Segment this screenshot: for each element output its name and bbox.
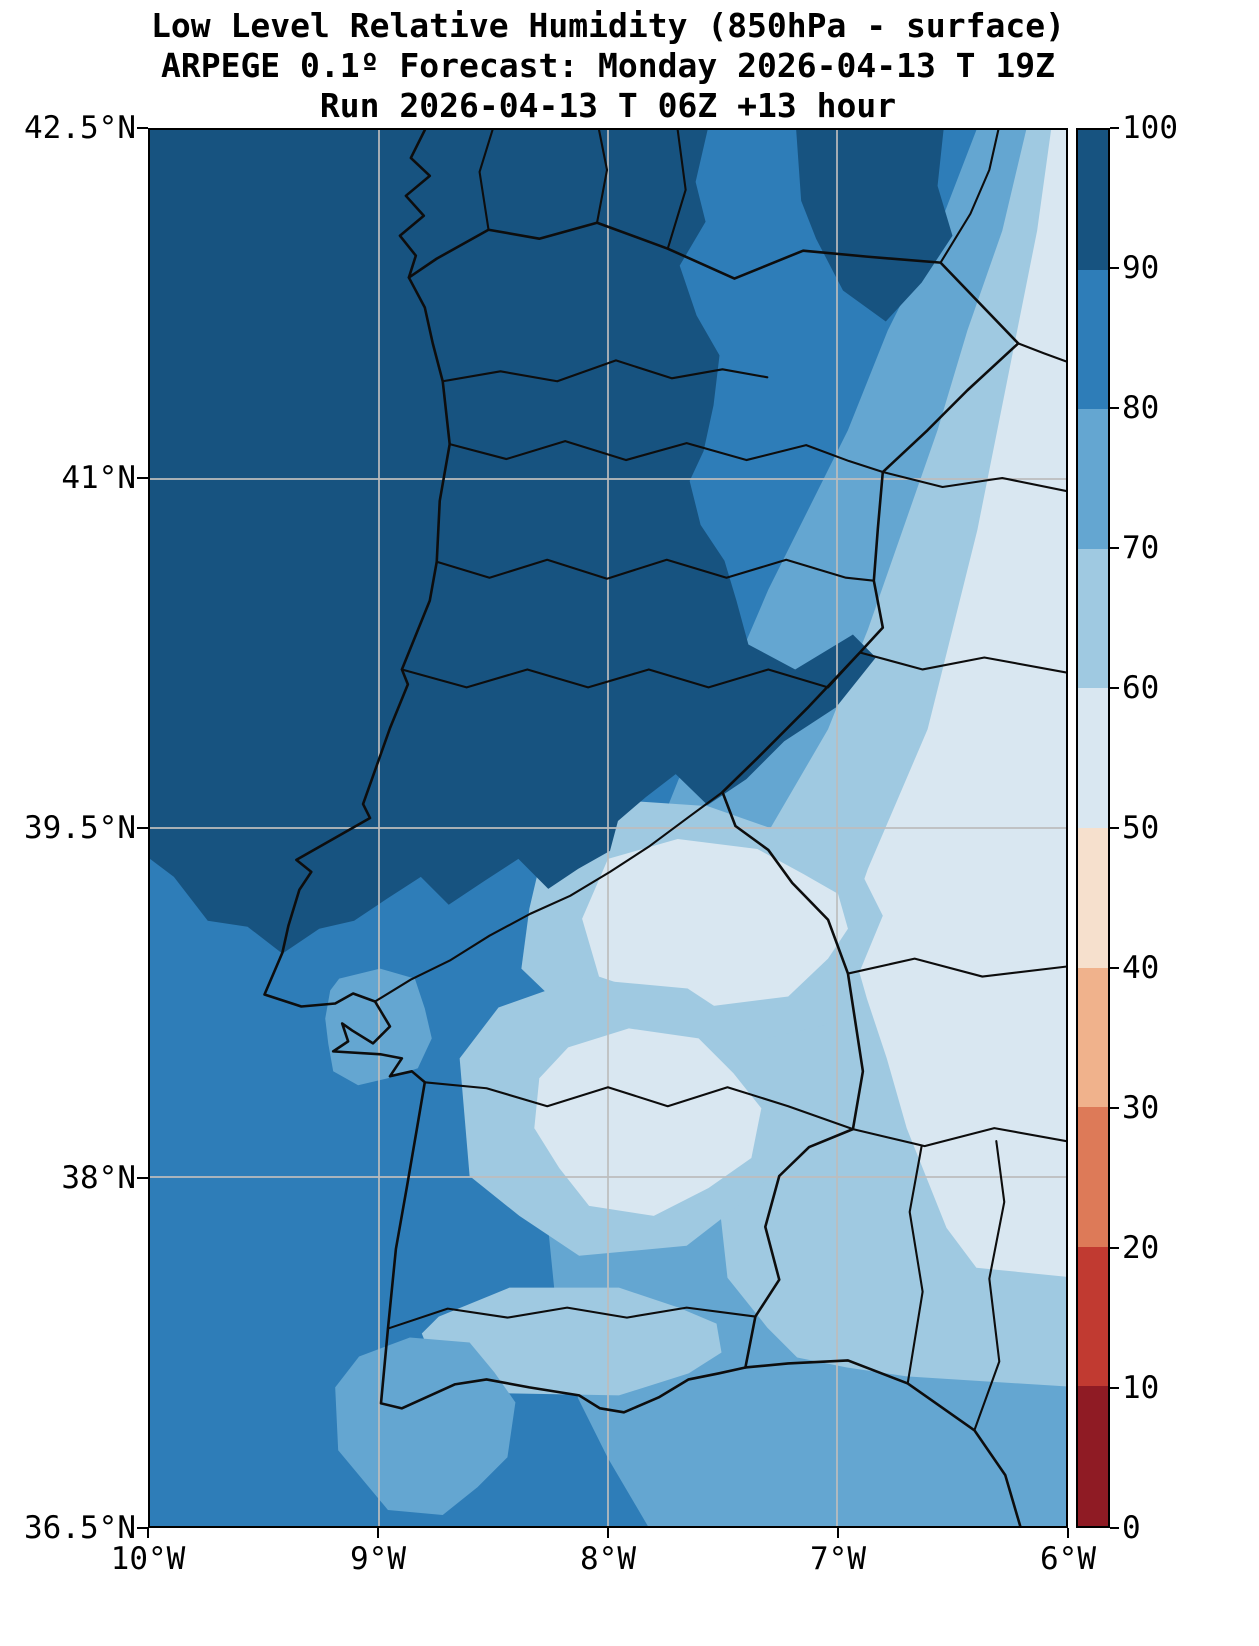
title-line-2: ARPEGE 0.1º Forecast: Monday 2026-04-13 … [160,46,1056,85]
province-boundary-spain-1 [939,130,1000,264]
y-tick-mark [137,127,148,129]
colorbar-segment [1078,548,1108,689]
province-boundary-spain-5 [846,957,1066,978]
y-tick-label: 38°N [61,1160,136,1196]
rh-90-100-north-patch [796,130,953,322]
colorbar-tick-label: 0 [1122,1510,1141,1546]
colorbar-segment [1078,269,1108,410]
colorbar-tick-mark [1110,1107,1119,1109]
humidity-contour-map [150,130,1066,1526]
colorbar-tick-mark [1110,827,1119,829]
colorbar-tick-label: 80 [1122,390,1160,426]
colorbar-tick-label: 100 [1122,110,1178,146]
x-tick-mark [607,1528,609,1538]
province-boundary-spain-3 [881,470,1066,493]
district-boundary-minho [441,359,769,383]
colorbar-tick-mark [1110,1387,1119,1389]
y-tick-label: 39.5°N [24,810,136,846]
colorbar-tick-label: 20 [1122,1230,1160,1266]
province-boundary-huelva [906,1145,924,1385]
rh-90-100-region [150,130,876,954]
district-boundary-tejo [373,791,724,1003]
y-tick-mark [137,1177,148,1179]
colorbar-segment [1078,1386,1108,1526]
colorbar-tick-label: 10 [1122,1370,1160,1406]
province-boundary-galicia-1 [478,130,494,231]
colorbar-segment [1078,130,1108,270]
colorbar-segment [1078,967,1108,1108]
colorbar-tick-mark [1110,127,1119,129]
colorbar-tick-label: 50 [1122,810,1160,846]
x-tick-mark [147,1528,149,1538]
title-line-3: Run 2026-04-13 T 06Z +13 hour [319,86,897,125]
colorbar-tick-mark [1110,1247,1119,1249]
province-boundary-spain-2 [1017,342,1066,363]
colorbar-tick-label: 40 [1122,950,1160,986]
rh-50-60-alentejo-core [534,1028,762,1216]
y-tick-mark [137,477,148,479]
colorbar-tick-label: 30 [1122,1090,1160,1126]
province-boundary-galicia-3 [666,130,687,250]
x-tick-label: 9°W [350,1541,406,1577]
y-tick-label: 36.5°N [24,1510,136,1546]
colorbar-segment [1078,1107,1108,1247]
x-tick-mark [377,1528,379,1538]
y-tick-label: 42.5°N [24,110,136,146]
district-boundary-center [400,651,861,689]
colorbar-tick-label: 60 [1122,670,1160,706]
colorbar-tick-mark [1110,547,1119,549]
x-tick-label: 8°W [580,1541,636,1577]
country-border [407,221,1020,1369]
y-tick-mark [137,1527,148,1529]
coastline [263,130,1022,1526]
x-tick-label: 10°W [110,1541,186,1577]
colorbar-tick-mark [1110,967,1119,969]
map-plot-area [148,128,1068,1528]
y-tick-mark [137,827,148,829]
x-tick-mark [837,1528,839,1538]
colorbar-segment [1078,1246,1108,1387]
district-boundary-algarve [386,1306,757,1330]
district-boundary-alentejo [423,1081,854,1131]
colorbar-tick-label: 70 [1122,530,1160,566]
x-tick-mark [1067,1528,1069,1538]
colorbar-segment [1078,688,1108,828]
colorbar-tick-mark [1110,687,1119,689]
rh-50-60-region [846,130,1066,1277]
colorbar-tick-mark [1110,407,1119,409]
y-tick-label: 41°N [61,460,136,496]
colorbar-tick-mark [1110,1527,1119,1529]
rh-50-60-central-blob [582,838,848,1007]
district-boundary-center-north [435,558,875,582]
x-tick-label: 6°W [1040,1541,1096,1577]
colorbar-tick-mark [1110,267,1119,269]
colorbar-tick-label: 90 [1122,250,1160,286]
district-boundary-douro [448,440,884,474]
colorbar-segment [1078,827,1108,968]
province-boundary-spain-6 [851,1127,1066,1148]
x-tick-label: 7°W [810,1541,866,1577]
colorbar [1076,128,1110,1528]
province-boundary-spain-4 [858,651,1066,674]
province-boundary-galicia-2 [596,130,609,224]
colorbar-segment [1078,409,1108,549]
province-boundary-sevilla [973,1140,1006,1432]
figure-title: Low Level Relative Humidity (850hPa - su… [148,6,1068,126]
title-line-1: Low Level Relative Humidity (850hPa - su… [151,6,1065,45]
